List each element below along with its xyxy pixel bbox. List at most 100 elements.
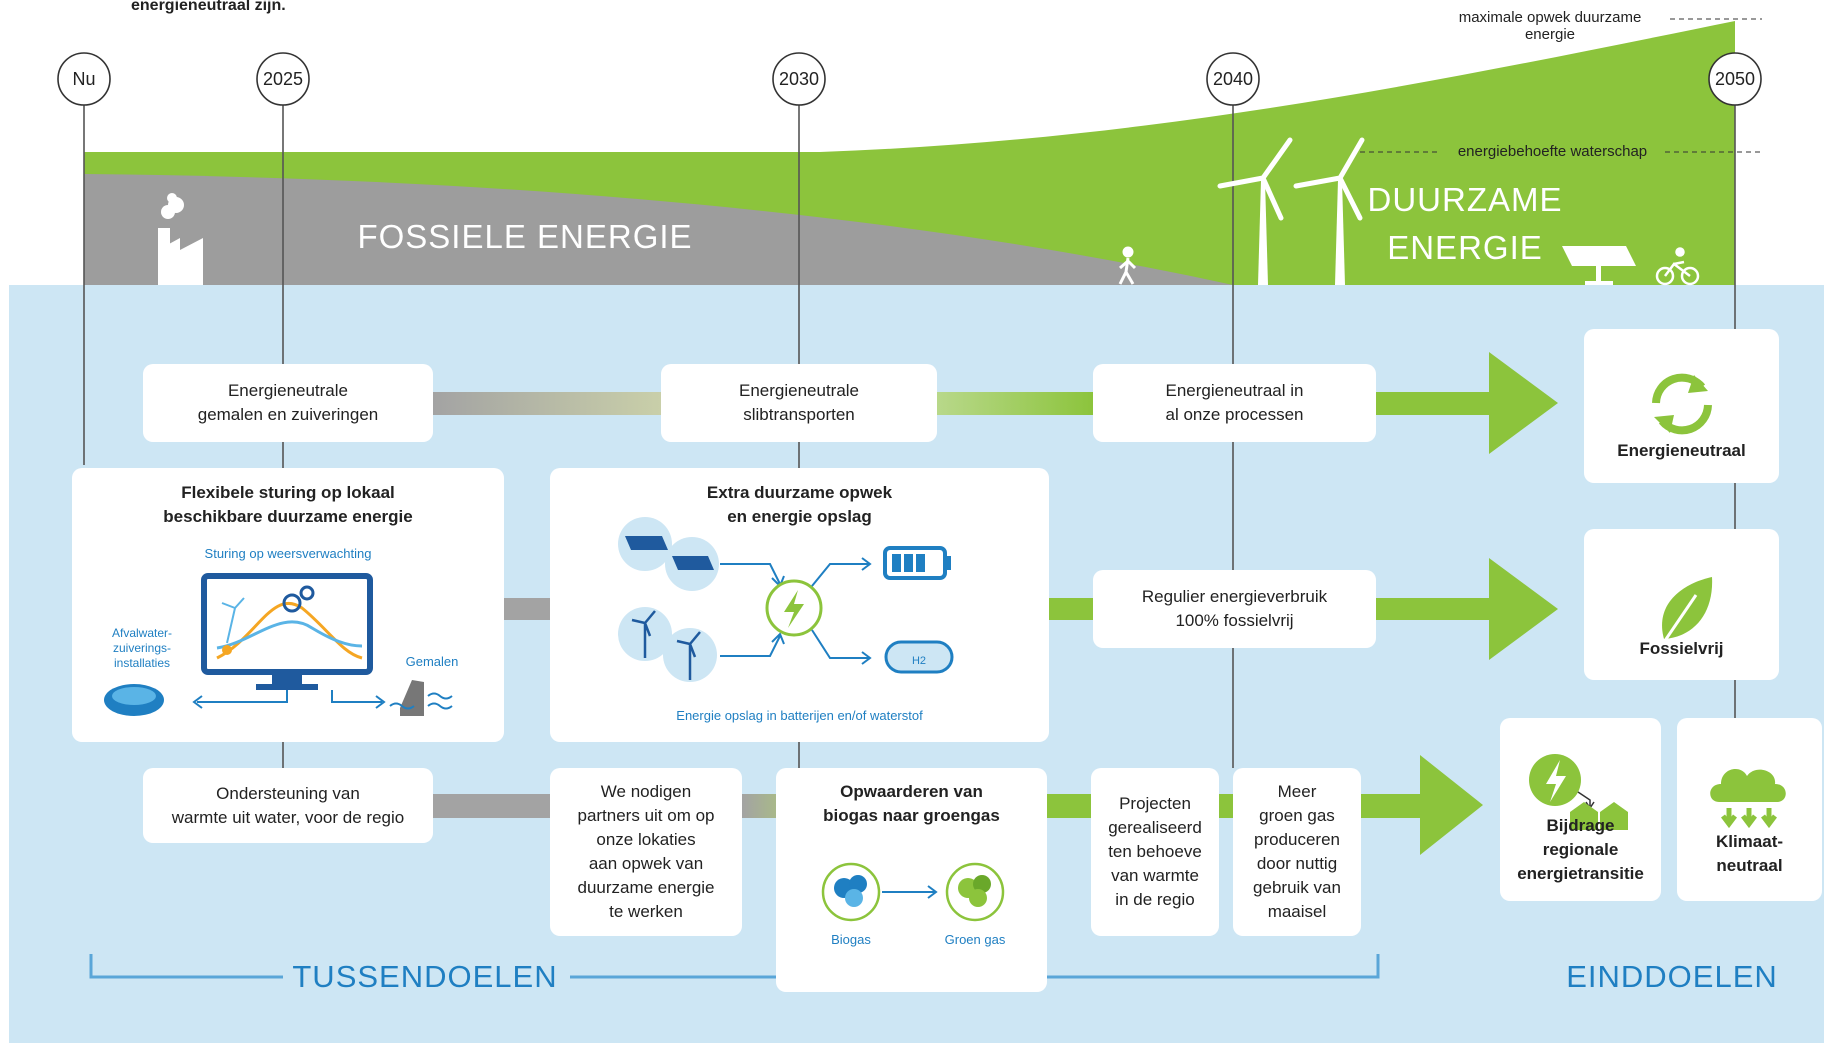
connector-bars-part [433,392,661,415]
storage-illustration-part [945,556,951,570]
fossil-label: FOSSIELE ENERGIE [357,218,693,255]
flex-caption: Sturing op weersverwachting [204,546,372,561]
goal-arrows [1361,352,1558,855]
connector-bars-part [1047,794,1091,818]
end-goal-label: Bijdrage regionale energietransitie [1517,816,1644,883]
windmill-icons [1217,137,1365,285]
factory-icon-part [167,193,177,203]
biogas-illustration-part [969,889,987,907]
biogas-illustration-part [882,885,938,899]
biogas-box: Opwaarderen van biogas naar groengas Bio… [776,768,1047,992]
windmill-icons-part [1293,137,1365,221]
storage-illustration [618,517,954,682]
co2-label: CO2 [1732,751,1766,768]
storage-illustration-part [625,536,714,570]
windmill-icons-part [1335,180,1345,285]
bike-icon [1655,247,1700,286]
bike-icon-part [1664,260,1691,277]
biogas-illustration-part [849,875,867,893]
leaf-icon [1660,577,1713,646]
transition-icon-part [1546,760,1566,802]
connector-bars-part [433,794,550,818]
connector-bars [433,392,1233,818]
connector-bars-part [937,392,1093,415]
factory-icon-part [158,238,203,285]
climate-icon-part [1710,769,1786,802]
windmill-icons-part [1217,137,1293,221]
bike-icon-part [1680,266,1700,286]
hydrogen-label: H2 [911,655,927,667]
biogas-from: Biogas [831,932,871,947]
end-goal: CO2 Klimaat- neutraal [1677,718,1822,901]
timeline-circles-part [1206,52,1260,106]
intermediate-label: TUSSENDOELEN [292,959,558,994]
goal-box: We nodigen partners uit om op onze lokat… [550,768,742,936]
transition-icon [1529,754,1628,830]
flex-illustration-part [221,597,245,644]
flex-illustration-part [331,690,386,709]
solar-icon-part [1585,281,1613,285]
end-goal-label: Fossielvrij [1639,639,1724,658]
goal-box: Energieneutrale gemalen en zuiveringen [143,364,433,442]
timeline-circles-part [1708,52,1762,106]
recycle-icon-part [1688,375,1708,393]
storage-illustration-part [904,554,913,572]
goal-box: Projecten gerealiseerd ten behoeve van w… [1091,768,1219,936]
max-label: maximale opwek duurzame energie [1458,9,1642,43]
transition-icon-part [1570,802,1628,830]
milestone-label: 2025 [262,69,304,89]
end-goal: Fossielvrij [1584,529,1779,680]
milestone-label: 2030 [778,69,820,89]
flex-illustration-part [216,620,363,650]
biogas-to: Groen gas [944,932,1006,947]
biogas-title: Opwaarderen van biogas naar groengas [823,782,1000,825]
storage-illustration-part [916,554,925,572]
storage-illustration-part [784,590,804,628]
flex-illustration-part [256,684,318,690]
flex-illustration-part [282,593,302,613]
walker-icon-part [1122,246,1134,258]
recycle-icon [1652,373,1712,435]
flex-title: Flexibele sturing op lokaal beschikbare … [163,483,413,526]
timeline-circles-part [256,52,310,106]
goal-arrows-part [1361,755,1483,855]
goal-box: Ondersteuning van warmte uit water, voor… [143,768,433,843]
connector-bars-part [1049,598,1093,620]
connector-bars-part [504,598,550,620]
timeline-circles-part [57,52,111,106]
goal-box: Meer groen gas produceren door nuttig ge… [1233,768,1361,936]
solar-icon-part [1596,266,1601,283]
storage-illustration-part [811,557,872,665]
climate-icon [1710,769,1786,829]
storage-title: Extra duurzame opwek en energie opslag [706,483,893,526]
goal-arrows-part [1376,558,1558,660]
walker-icon [1118,246,1137,285]
flex-illustration-part [201,573,373,675]
renewable-label: DUURZAME ENERGIE [1367,181,1563,266]
flex-illustration-part [389,692,453,710]
goal-arrows-part [1376,352,1558,454]
need-label: energiebehoefte waterschap [1457,143,1648,160]
fossil-area [84,174,1233,285]
leaf-icon-part [1660,594,1698,646]
bike-icon-part [1655,266,1675,286]
connector-bars-part [1219,794,1233,818]
goal-box: Energieneutraal in al onze processen [1093,364,1376,442]
storage-caption: Energie opslag in batterijen en/of water… [676,708,923,723]
walker-icon-part [1118,257,1137,285]
timeline-circles-part [772,52,826,106]
recycle-icon-part [1654,415,1674,433]
flex-left-label: Afvalwater- zuiverings- installaties [111,626,173,670]
end-goal-label: Klimaat- neutraal [1715,832,1784,875]
timeline-circles [57,52,1762,106]
milestone-label: Nu [72,69,96,89]
windmill-icons-part [1258,180,1268,285]
factory-icon [158,193,203,285]
flex-illustration-part [216,601,363,660]
goal-box: Energieneutrale slibtransporten [661,364,937,442]
flex-right-label: Gemalen [405,654,459,669]
end-label: EINDDOELEN [1566,959,1778,994]
bike-icon-part [1675,247,1685,257]
end-goal: Energieneutraal [1584,329,1779,483]
